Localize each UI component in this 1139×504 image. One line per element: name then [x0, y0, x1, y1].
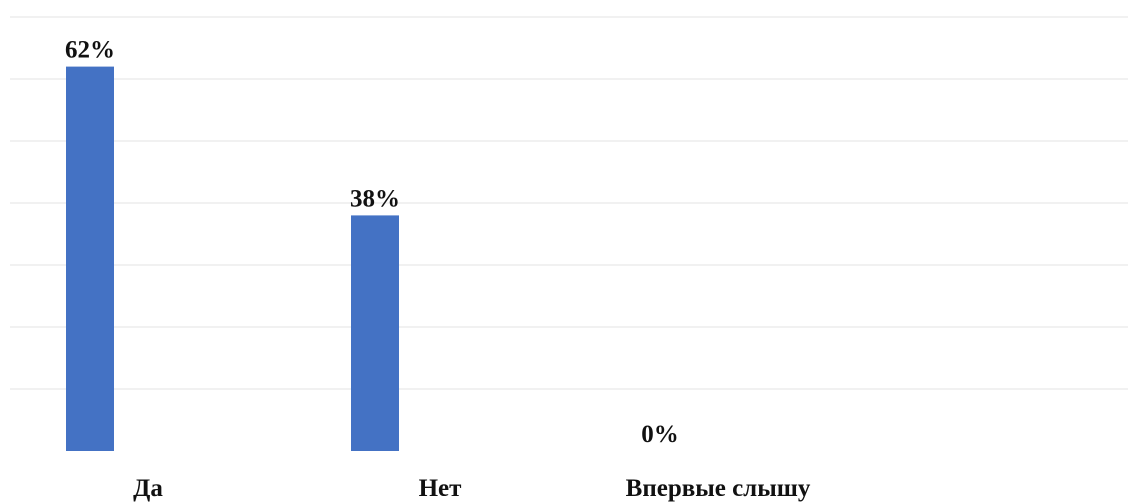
- data-labels: 62% 38% 0%: [65, 37, 679, 448]
- gridlines: [10, 16, 1128, 390]
- bar-1: [66, 66, 114, 451]
- bars: [66, 66, 399, 451]
- data-label-2: 38%: [350, 185, 400, 212]
- category-label-3: Впервые слышу: [626, 475, 811, 502]
- data-label-1: 62%: [65, 37, 115, 64]
- category-labels: Да Нет Впервые слышу: [133, 475, 811, 502]
- data-label-3: 0%: [641, 421, 679, 448]
- bar-2: [351, 215, 399, 451]
- category-label-1: Да: [133, 475, 163, 502]
- category-label-2: Нет: [419, 475, 462, 502]
